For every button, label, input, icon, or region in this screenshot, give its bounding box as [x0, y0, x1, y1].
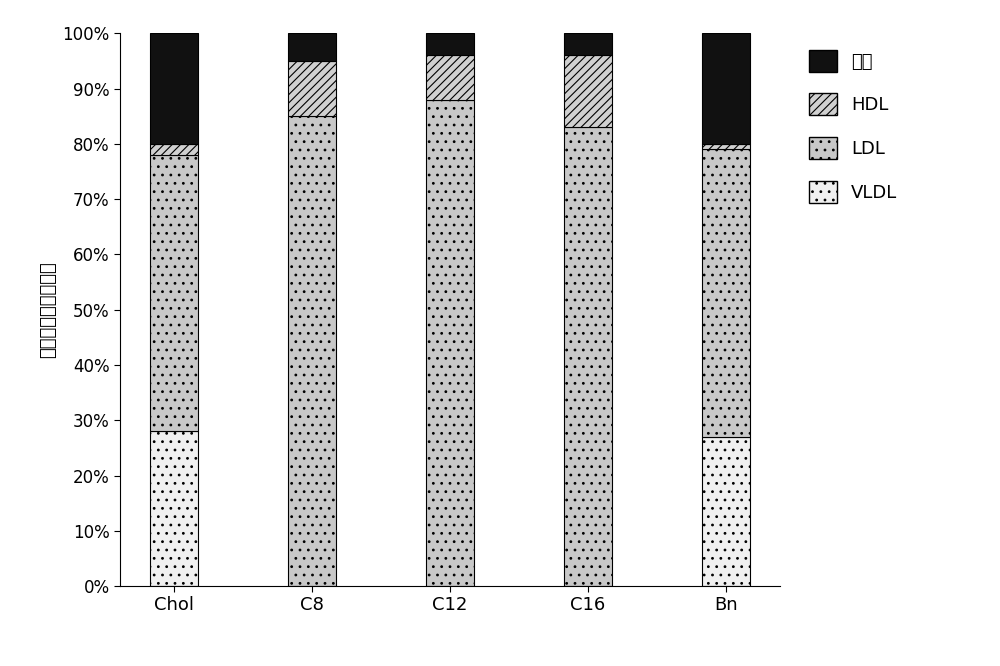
- Bar: [426, 100, 474, 586]
- Bar: [702, 437, 750, 586]
- Bar: [150, 33, 198, 144]
- Bar: [288, 61, 336, 116]
- Bar: [150, 432, 198, 586]
- Bar: [702, 149, 750, 437]
- Bar: [426, 55, 474, 100]
- Bar: [426, 33, 474, 55]
- Legend: 其他, HDL, LDL, VLDL: 其他, HDL, LDL, VLDL: [802, 43, 904, 210]
- Bar: [564, 127, 612, 586]
- Bar: [288, 33, 336, 61]
- Bar: [150, 155, 198, 432]
- Bar: [702, 33, 750, 144]
- Bar: [564, 33, 612, 55]
- Bar: [564, 55, 612, 127]
- Bar: [702, 144, 750, 149]
- Y-axis label: 在各组分中的转移率: 在各组分中的转移率: [39, 261, 57, 358]
- Bar: [288, 116, 336, 586]
- Bar: [150, 144, 198, 155]
